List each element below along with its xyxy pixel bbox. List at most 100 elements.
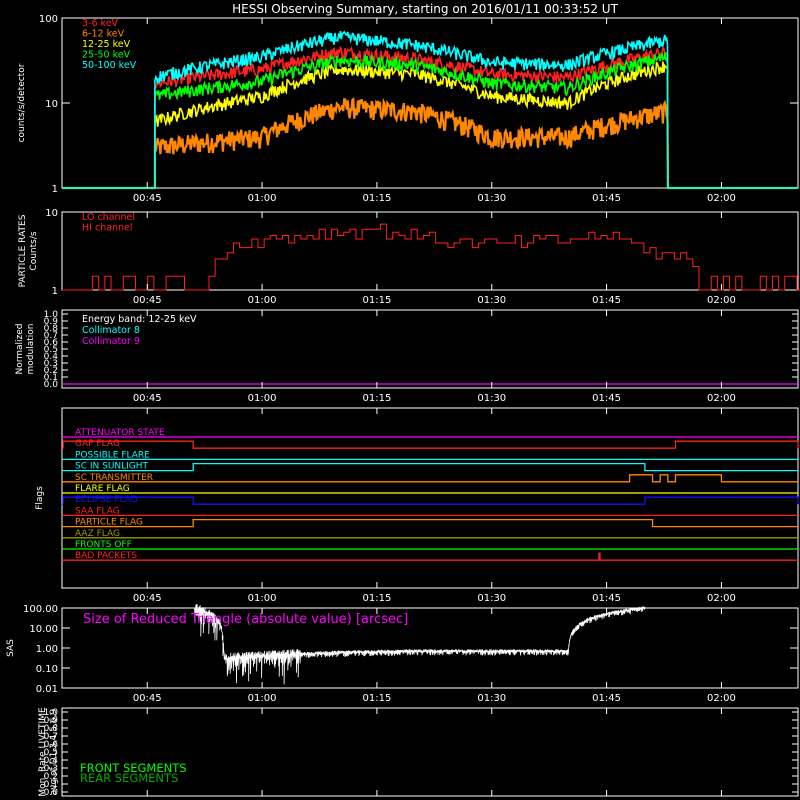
flag-line bbox=[62, 518, 798, 528]
x-tick-label: 00:45 bbox=[133, 193, 162, 204]
flag-label: AAZ FLAG bbox=[75, 529, 120, 539]
y-tick-label: 1 bbox=[52, 286, 58, 297]
y-tick-label: 0.3 bbox=[44, 359, 58, 369]
counts-series-line bbox=[62, 52, 798, 189]
counts-legend-entry: 12-25 keV bbox=[82, 39, 131, 50]
x-tick-label: 01:15 bbox=[363, 393, 392, 404]
x-tick-label: 00:45 bbox=[133, 593, 162, 604]
counts-series-line bbox=[62, 61, 798, 189]
livetime-legend-entry: REAR SEGMENTS bbox=[80, 771, 178, 785]
x-tick-label: 02:00 bbox=[707, 193, 736, 204]
y-tick-label: 0.9 bbox=[44, 317, 59, 327]
x-tick-label: 01:00 bbox=[248, 193, 277, 204]
sas-triangle-line bbox=[193, 604, 646, 685]
flag-line bbox=[62, 496, 799, 505]
y-tick-label: 0.9 bbox=[44, 716, 59, 726]
y-tick-label: 0.7 bbox=[44, 331, 58, 341]
particle-lo-line bbox=[62, 223, 800, 291]
flag-line bbox=[62, 552, 798, 561]
y-tick-label: 0.0 bbox=[44, 788, 59, 798]
x-tick-label: 02:00 bbox=[707, 693, 736, 704]
sas-ylabel: SAS bbox=[6, 639, 16, 657]
modulation-ylabel-2: modulation bbox=[26, 324, 36, 375]
y-tick-label: 0.8 bbox=[44, 724, 59, 734]
x-tick-label: 01:45 bbox=[592, 295, 621, 306]
chart-title: HESSI Observing Summary, starting on 201… bbox=[232, 2, 618, 16]
y-tick-label: 0.6 bbox=[44, 740, 59, 750]
flag-line bbox=[62, 462, 798, 472]
counts-legend-entry: 6-12 keV bbox=[82, 29, 125, 40]
livetime-panel: Mon. Rate LIVETIME avg of D1,3,4,5,6,9 0… bbox=[38, 707, 799, 798]
x-tick-label: 01:45 bbox=[592, 693, 621, 704]
y-tick-label: 0.1 bbox=[44, 780, 58, 790]
x-tick-label: 01:45 bbox=[592, 593, 621, 604]
modulation-legend-entry: Collimator 9 bbox=[82, 336, 140, 347]
flag-label: FLARE FLAG bbox=[75, 484, 130, 494]
x-tick-label: 01:30 bbox=[477, 193, 506, 204]
y-tick-label: 0.4 bbox=[44, 352, 59, 362]
flag-label: PARTICLE FLAG bbox=[75, 518, 143, 528]
counts-legend-entry: 25-50 keV bbox=[82, 50, 131, 61]
modulation-legend-entry: Energy band: 12-25 keV bbox=[82, 314, 197, 325]
y-tick-label: 100 bbox=[39, 14, 58, 25]
flag-label: FRONTS OFF bbox=[75, 540, 132, 550]
counts-legend-entry: 3-6 keV bbox=[82, 18, 119, 29]
y-tick-label: 0.7 bbox=[44, 732, 58, 742]
y-tick-label: 0.5 bbox=[44, 345, 58, 355]
x-tick-label: 01:15 bbox=[363, 593, 392, 604]
y-tick-label: 0.01 bbox=[36, 684, 58, 695]
modulation-ylabel-1: Normalized bbox=[15, 323, 25, 374]
x-tick-label: 00:45 bbox=[133, 295, 162, 306]
x-tick-label: 02:00 bbox=[707, 393, 736, 404]
livetime-ylabel-1: Mon. Rate LIVETIME bbox=[38, 707, 48, 797]
flags-ylabel: Flags bbox=[35, 486, 45, 510]
x-tick-label: 01:45 bbox=[592, 193, 621, 204]
x-tick-label: 01:15 bbox=[363, 693, 392, 704]
y-tick-label: 0.10 bbox=[36, 664, 58, 675]
x-tick-label: 02:00 bbox=[707, 593, 736, 604]
y-tick-label: 1 bbox=[52, 184, 58, 195]
modulation-legend-entry: Collimator 8 bbox=[82, 325, 140, 336]
x-tick-label: 01:30 bbox=[477, 693, 506, 704]
livetime-legend-entry: FRONT SEGMENTS bbox=[80, 761, 187, 775]
particle-panel: PARTICLE RATES Counts/s 1 10 LO channelHI… bbox=[18, 208, 800, 297]
particle-legend-entry: HI channel bbox=[82, 223, 133, 234]
flag-label: SAA FLAG bbox=[75, 506, 120, 516]
y-tick-label: 0.2 bbox=[44, 772, 58, 782]
x-tick-label: 01:00 bbox=[248, 393, 277, 404]
y-tick-label: 10 bbox=[45, 99, 58, 110]
y-tick-label: 1.0 bbox=[44, 310, 59, 320]
y-tick-label: 1.0 bbox=[44, 708, 59, 718]
particle-legend-entry: LO channel bbox=[82, 212, 135, 223]
particle-axes-frame bbox=[61, 211, 799, 291]
counts-ylabel: counts/s/detector bbox=[17, 63, 27, 142]
y-tick-label: 0.1 bbox=[44, 373, 58, 383]
particle-ylabel-1: PARTICLE RATES bbox=[18, 214, 28, 287]
sas-legend: Size of Reduced Triangle (absolute value… bbox=[83, 612, 408, 627]
x-tick-label: 01:45 bbox=[592, 393, 621, 404]
flag-label: POSSIBLE FLARE bbox=[75, 450, 150, 460]
y-tick-label: 0.8 bbox=[44, 324, 59, 334]
x-tick-label: 00:45 bbox=[133, 393, 162, 404]
sas-panel: SAS 0.01 0.10 1.00 10.00 100.00 Size of Redu… bbox=[6, 604, 799, 695]
y-tick-label: 0.5 bbox=[44, 748, 58, 758]
x-tick-label: 01:30 bbox=[477, 593, 506, 604]
y-tick-label: 0.2 bbox=[44, 366, 58, 376]
x-tick-label: 01:15 bbox=[363, 193, 392, 204]
x-tick-label: 00:45 bbox=[133, 693, 162, 704]
x-tick-label: 01:00 bbox=[248, 295, 277, 306]
y-tick-label: 1.00 bbox=[36, 644, 58, 655]
flag-line bbox=[62, 440, 799, 449]
y-tick-label: 10 bbox=[45, 208, 58, 219]
x-tick-label: 01:30 bbox=[477, 393, 506, 404]
flag-line bbox=[62, 474, 798, 483]
flag-label: ATTENUATOR STATE bbox=[75, 428, 165, 438]
livetime-ylabel-2: avg of D1,3,4,5,6,9 bbox=[49, 708, 59, 795]
x-tick-label: 02:00 bbox=[707, 295, 736, 306]
flag-label: ECLIPSE FLAG bbox=[75, 495, 138, 505]
flag-label: SC IN SUNLIGHT bbox=[75, 462, 149, 472]
particle-ylabel-2: Counts/s bbox=[29, 231, 39, 270]
